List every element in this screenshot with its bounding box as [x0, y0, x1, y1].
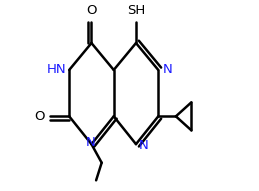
Text: O: O	[86, 4, 97, 17]
Text: HN: HN	[47, 63, 66, 76]
Text: N: N	[86, 136, 95, 149]
Text: O: O	[35, 110, 45, 123]
Text: N: N	[163, 63, 173, 76]
Text: N: N	[139, 139, 148, 152]
Text: SH: SH	[127, 4, 145, 17]
